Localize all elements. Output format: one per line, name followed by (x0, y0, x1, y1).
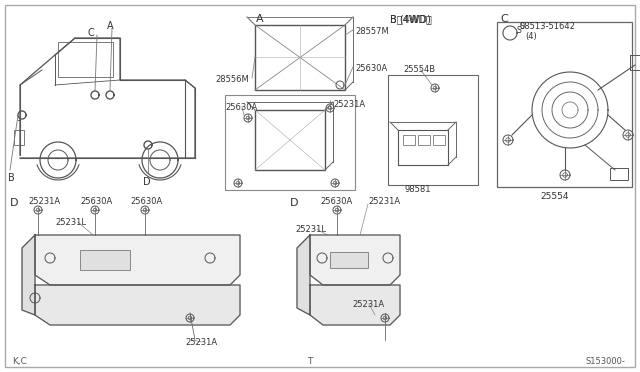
Bar (388, 75, 478, 185)
Text: 25630A: 25630A (80, 197, 112, 206)
Text: 25630A: 25630A (130, 197, 163, 206)
Text: C: C (500, 14, 508, 24)
Text: D: D (290, 198, 298, 208)
Text: A: A (256, 14, 264, 24)
Text: 25554: 25554 (541, 192, 569, 201)
Text: 25630A: 25630A (320, 197, 352, 206)
Text: B【4WD】: B【4WD】 (390, 14, 432, 24)
Polygon shape (22, 235, 35, 315)
Bar (418, 135, 430, 145)
Text: 25231A: 25231A (352, 300, 384, 309)
Text: 08513-51642: 08513-51642 (520, 22, 576, 31)
Text: B: B (8, 173, 15, 183)
Text: 25231A: 25231A (28, 197, 60, 206)
Bar (80, 250, 130, 270)
Text: 98581: 98581 (404, 185, 431, 194)
Bar (58, 42, 113, 77)
Bar (610, 168, 628, 180)
Text: D: D (143, 177, 150, 187)
Text: 25630A: 25630A (355, 64, 387, 73)
Text: T: T (307, 357, 313, 366)
Polygon shape (35, 235, 240, 285)
Bar (433, 135, 445, 145)
Bar (330, 252, 368, 268)
Bar (255, 25, 345, 90)
Bar (403, 135, 415, 145)
Text: 28557M: 28557M (355, 27, 388, 36)
Bar (225, 95, 355, 190)
Text: 25231A: 25231A (368, 197, 400, 206)
Text: S: S (519, 22, 524, 31)
Bar (255, 110, 325, 170)
Text: K,C: K,C (12, 357, 27, 366)
Text: 28556M: 28556M (215, 75, 249, 84)
Text: A: A (107, 21, 114, 31)
Text: D: D (10, 198, 19, 208)
Text: S153000-: S153000- (585, 357, 625, 366)
Text: B (4WD): B (4WD) (390, 14, 431, 24)
Text: 25231L: 25231L (55, 218, 86, 227)
Text: C: C (88, 28, 95, 38)
Text: 25231A: 25231A (333, 100, 365, 109)
Text: 25630A: 25630A (225, 103, 257, 112)
Text: (4): (4) (525, 32, 537, 41)
Bar (630, 55, 640, 70)
Text: S: S (516, 26, 522, 35)
Polygon shape (297, 235, 310, 315)
Text: 25554B: 25554B (403, 65, 435, 74)
Text: 25231A: 25231A (185, 338, 217, 347)
Polygon shape (310, 235, 400, 285)
Bar (497, 22, 632, 187)
Bar (14, 130, 24, 145)
Polygon shape (35, 285, 240, 325)
Polygon shape (310, 285, 400, 325)
Text: 25231L: 25231L (295, 225, 326, 234)
